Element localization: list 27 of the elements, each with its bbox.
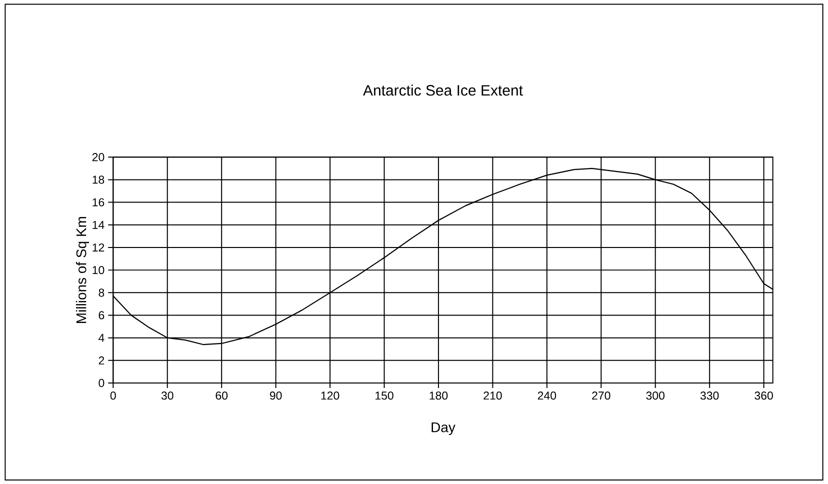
- y-tick-label: 14: [92, 220, 104, 229]
- y-axis-title: Millions of Sq Km: [76, 216, 90, 323]
- y-tick-label: 2: [98, 356, 104, 364]
- x-tick-label: 270: [592, 391, 610, 400]
- y-tick-label: 20: [92, 152, 104, 162]
- y-tick-label: 10: [92, 266, 104, 274]
- x-tick-label: 210: [484, 391, 502, 400]
- x-tick-label: 0: [110, 391, 116, 400]
- y-tick-label: 6: [98, 311, 104, 320]
- x-axis-title: Day: [432, 422, 456, 435]
- y-tick-label: 4: [98, 334, 104, 342]
- y-tick-label: 0: [98, 378, 104, 387]
- x-tick-label: 330: [700, 391, 719, 400]
- chart-title: Antarctic Sea Ice Extent: [363, 84, 523, 96]
- x-tick-label: 60: [216, 391, 228, 400]
- x-tick-label: 240: [538, 391, 556, 400]
- x-tick-label: 90: [270, 391, 282, 400]
- y-tick-label: 12: [92, 243, 104, 252]
- y-tick-label: 16: [92, 198, 104, 206]
- x-tick-label: 30: [161, 391, 174, 400]
- y-tick-label: 8: [98, 288, 104, 297]
- x-tick-label: 360: [754, 391, 773, 400]
- x-tick-label: 120: [321, 391, 340, 400]
- x-tick-label: 300: [646, 391, 664, 400]
- x-tick-label: 180: [430, 391, 448, 400]
- y-tick-label: 18: [92, 176, 104, 184]
- x-tick-label: 150: [376, 391, 394, 400]
